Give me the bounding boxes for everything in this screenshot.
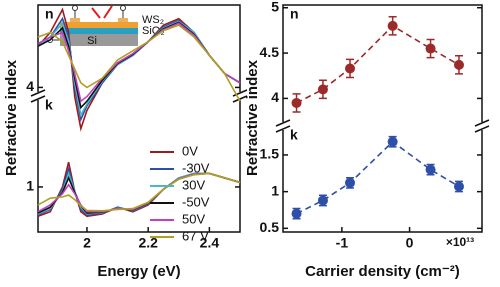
y-tick-label: 1.5 bbox=[260, 146, 280, 162]
break-gap bbox=[232, 92, 248, 100]
panel-label: n bbox=[45, 6, 54, 22]
y-axis-label: Refractive index bbox=[3, 59, 20, 176]
data-point bbox=[317, 84, 328, 95]
y-tick-label: 4 bbox=[26, 78, 34, 94]
spectrum-line bbox=[37, 24, 241, 102]
break-mark bbox=[30, 89, 490, 133]
spectrum-line bbox=[37, 16, 241, 123]
x-tick-label: 2.2 bbox=[138, 235, 158, 251]
left-frame bbox=[37, 4, 241, 233]
terminal bbox=[120, 5, 126, 11]
break-gap bbox=[474, 122, 490, 130]
sio2-layer bbox=[60, 28, 138, 34]
y-tick-label: 0.5 bbox=[260, 219, 280, 235]
legend-label: 50V bbox=[182, 211, 205, 226]
contact bbox=[118, 18, 128, 22]
x-tick-label: 2.4 bbox=[200, 235, 220, 251]
data-point bbox=[425, 43, 436, 54]
y-tick-label: 4 bbox=[271, 89, 279, 105]
panel-label: k bbox=[45, 97, 53, 113]
right-frame bbox=[282, 4, 483, 233]
legend-label: 67 V bbox=[182, 228, 209, 243]
data-point bbox=[317, 195, 328, 206]
legend-label: -50V bbox=[182, 194, 210, 209]
data-point bbox=[291, 208, 302, 219]
legend-label: 30V bbox=[182, 177, 205, 192]
y-axis-label: Refractive index bbox=[244, 59, 261, 176]
y-tick-label: 1 bbox=[26, 178, 34, 194]
spectrum-line bbox=[37, 172, 241, 212]
inset: WS₂ SiO₂ Si bbox=[47, 5, 165, 47]
data-point bbox=[425, 164, 436, 175]
data-point bbox=[453, 59, 464, 70]
data-point bbox=[453, 181, 464, 192]
break-gap bbox=[275, 122, 291, 130]
x-axis-label: Carrier density (cm⁻²) bbox=[305, 263, 460, 280]
break-gap bbox=[30, 92, 46, 100]
x-tick-label: 0 bbox=[406, 235, 414, 251]
si-layer bbox=[60, 34, 138, 46]
y-tick-label: 1 bbox=[271, 182, 279, 198]
data-point bbox=[387, 20, 398, 31]
data-point bbox=[345, 177, 356, 188]
contact bbox=[70, 18, 80, 22]
y-tick-label: 4.5 bbox=[260, 44, 280, 60]
frames bbox=[30, 4, 490, 233]
x-tick-label: -1 bbox=[336, 235, 349, 251]
inset-label: Si bbox=[87, 35, 97, 47]
legend-label: 0V bbox=[182, 143, 198, 158]
data-point bbox=[387, 136, 398, 147]
y-tick-label: 5 bbox=[271, 0, 279, 14]
legend-label: -30V bbox=[182, 160, 210, 175]
x-axis-label: Energy (eV) bbox=[97, 263, 180, 280]
light-arrow bbox=[91, 5, 113, 19]
data-point bbox=[291, 97, 302, 108]
data-point bbox=[345, 63, 356, 74]
panel-label: n bbox=[290, 6, 299, 22]
terminal bbox=[72, 5, 78, 11]
x-tick-label: 2 bbox=[83, 235, 91, 251]
ws2-layer bbox=[60, 22, 138, 28]
wire bbox=[52, 10, 124, 41]
x-exponent: ×10¹³ bbox=[446, 235, 474, 249]
inset-label: WS₂ bbox=[142, 14, 164, 26]
panel-label: k bbox=[290, 127, 298, 143]
